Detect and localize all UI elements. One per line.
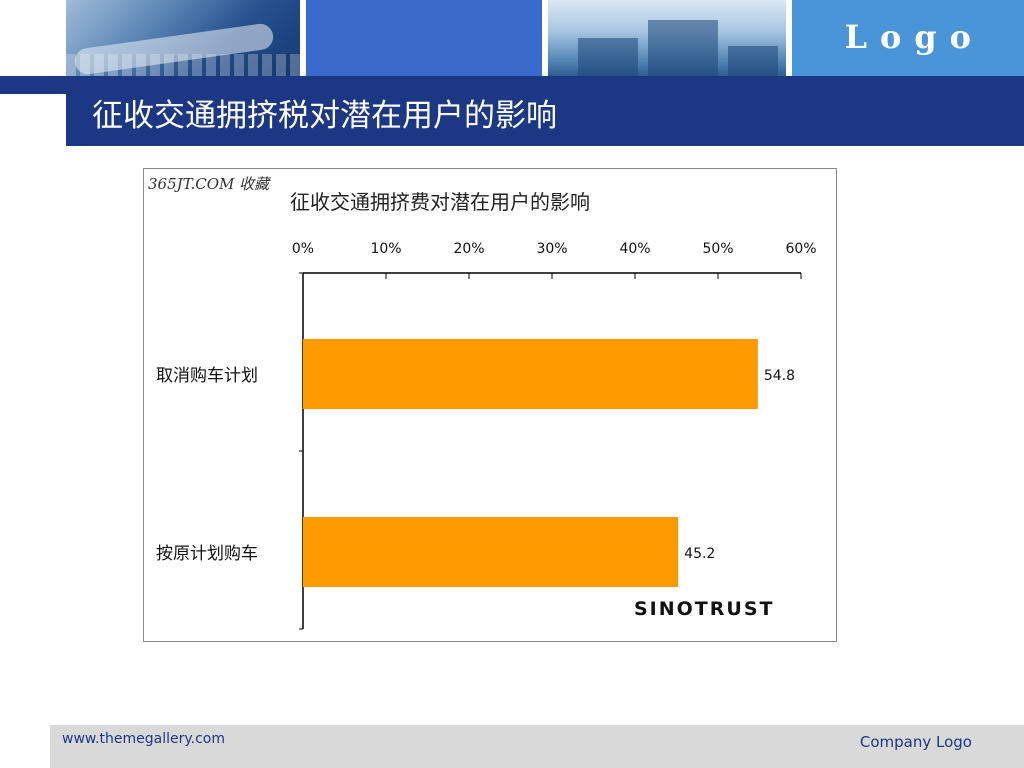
building-shape bbox=[578, 38, 638, 76]
header-blue-block bbox=[306, 0, 542, 76]
chart-title: 征收交通拥挤费对潜在用户的影响 bbox=[290, 190, 590, 214]
footer-bar: www.themegallery.com Company Logo bbox=[50, 725, 1024, 768]
title-band: 征收交通拥挤税对潜在用户的影响 bbox=[66, 76, 1024, 146]
title-accent bbox=[0, 76, 66, 94]
skyscraper-photo bbox=[548, 0, 786, 76]
x-tick-label: 50% bbox=[702, 241, 733, 257]
logo-text: Logo bbox=[844, 18, 984, 56]
footer-company-logo: Company Logo bbox=[859, 733, 972, 751]
chart-image: 365JT.COM 收藏 征收交通拥挤费对潜在用户的影响 0% 10% 20% 30% 40… bbox=[143, 168, 837, 642]
keyboard-photo bbox=[66, 0, 300, 76]
x-tick-label: 10% bbox=[370, 241, 401, 257]
bar bbox=[303, 339, 758, 409]
building-shape bbox=[728, 46, 778, 76]
footer-url: www.themegallery.com bbox=[62, 731, 225, 747]
value-label: 45.2 bbox=[684, 546, 715, 562]
x-tick-label: 40% bbox=[619, 241, 650, 257]
category-label: 按原计划购车 bbox=[156, 544, 258, 564]
value-label: 54.8 bbox=[764, 368, 795, 384]
bar bbox=[303, 517, 679, 587]
x-tick-label: 0% bbox=[292, 241, 314, 257]
chart-watermark: 365JT.COM 收藏 bbox=[148, 175, 272, 193]
x-tick-label: 60% bbox=[785, 241, 816, 257]
x-tick-label: 30% bbox=[536, 241, 567, 257]
header-blank-block bbox=[0, 0, 66, 76]
slide-title: 征收交通拥挤税对潜在用户的影响 bbox=[92, 98, 557, 134]
x-tick-label: 20% bbox=[453, 241, 484, 257]
logo-block: Logo bbox=[792, 0, 1024, 76]
category-label: 取消购车计划 bbox=[156, 366, 258, 386]
header-banner: Logo bbox=[0, 0, 1024, 76]
chart-source: SINOTRUST bbox=[634, 598, 774, 620]
building-shape bbox=[648, 20, 718, 76]
title-bar: 征收交通拥挤税对潜在用户的影响 bbox=[0, 76, 1024, 146]
